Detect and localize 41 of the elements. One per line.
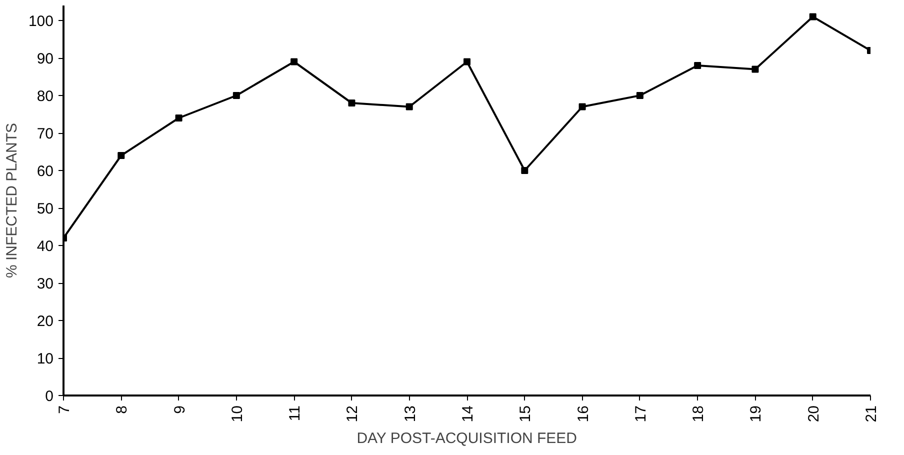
- y-tick-label: 100: [28, 13, 54, 30]
- point: [406, 103, 413, 110]
- y-tick-label: 40: [36, 238, 54, 255]
- point: [752, 66, 759, 73]
- x-tick-label: 20: [805, 405, 822, 422]
- point: [636, 92, 644, 99]
- x-tick-label: 10: [228, 405, 246, 422]
- x-tick-label: 15: [517, 405, 534, 422]
- x-tick-label: 21: [863, 405, 880, 422]
- x-tick-label: 12: [344, 405, 362, 422]
- point: [464, 58, 470, 66]
- y-tick-label: 50: [36, 200, 54, 218]
- point: [232, 92, 240, 99]
- point: [578, 103, 586, 110]
- y-tick-label: 90: [36, 50, 54, 68]
- x-tick-label: 11: [286, 405, 304, 422]
- x-tick-label: 16: [574, 405, 592, 422]
- point: [694, 62, 702, 69]
- y-axis-title: % INFECTED PLANTS: [3, 122, 20, 278]
- y-tick-label: 80: [36, 88, 54, 105]
- y-tick-label: 20: [36, 313, 54, 330]
- x-tick-label: 14: [460, 405, 476, 422]
- x-tick-label: 17: [632, 405, 650, 422]
- point: [118, 152, 125, 159]
- point: [290, 58, 298, 66]
- x-tick-label: 18: [690, 405, 708, 422]
- point: [521, 167, 528, 174]
- y-tick-label: 60: [36, 163, 54, 180]
- x-axis-title: DAY POST-ACQUISITION FEED: [356, 430, 578, 448]
- y-tick-label: 0: [45, 388, 54, 405]
- point: [809, 13, 816, 20]
- x-tick-label: 9: [171, 406, 188, 414]
- point: [175, 114, 182, 122]
- y-tick-label: 70: [36, 126, 54, 142]
- y-tick-label: 30: [36, 276, 54, 292]
- x-tick-label: 7: [56, 406, 73, 414]
- x-tick-label: 19: [748, 405, 765, 422]
- x-tick-label: 8: [114, 406, 131, 414]
- y-tick-label: 10: [36, 350, 54, 368]
- point: [348, 100, 356, 106]
- x-tick-label: 13: [402, 405, 419, 422]
